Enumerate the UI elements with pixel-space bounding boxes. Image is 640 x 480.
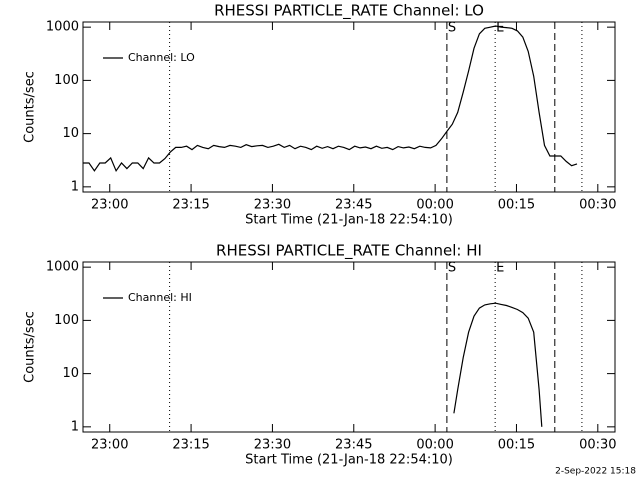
- x-axis-label: Start Time (21-Jan-18 22:54:10): [245, 453, 453, 468]
- y-tick-label: 1000: [46, 260, 79, 275]
- y-tick-label: 10: [62, 126, 79, 141]
- x-tick-label: 23:45: [335, 438, 372, 453]
- plot-frame: [82, 261, 616, 433]
- y-tick-label: 1: [71, 419, 79, 434]
- legend-label: Channel: LO: [128, 51, 195, 64]
- flag-label: S: [448, 261, 456, 276]
- x-tick-label: 23:15: [172, 198, 209, 213]
- x-tick-label: 23:45: [335, 198, 372, 213]
- x-tick-label: 00:15: [498, 438, 535, 453]
- y-tick-label: 1: [71, 179, 79, 194]
- chart-title: RHESSI PARTICLE_RATE Channel: HI: [216, 242, 482, 261]
- x-tick-label: 23:30: [254, 198, 291, 213]
- data-line: [83, 25, 578, 173]
- chart-title: RHESSI PARTICLE_RATE Channel: LO: [214, 2, 484, 21]
- x-tick-label: 00:00: [416, 198, 453, 213]
- y-axis-label: Counts/sec: [23, 71, 38, 143]
- footer: 2-Sep-2022 15:18: [555, 467, 636, 477]
- x-tick-label: 00:30: [579, 198, 616, 213]
- flag-label: S: [448, 21, 456, 36]
- flag-label: E: [496, 21, 504, 36]
- x-tick-label: 23:30: [254, 438, 291, 453]
- flag-label: E: [496, 261, 504, 276]
- y-tick-label: 10: [62, 366, 79, 381]
- y-tick-label: 100: [54, 313, 79, 328]
- x-tick-label: 23:00: [91, 438, 128, 453]
- x-tick-label: 23:15: [172, 438, 209, 453]
- data-line: [453, 302, 543, 427]
- plot-frame: [82, 21, 616, 193]
- y-tick-label: 1000: [46, 20, 79, 35]
- legend-label: Channel: HI: [128, 291, 192, 304]
- x-tick-label: 00:30: [579, 438, 616, 453]
- y-axis-label: Counts/sec: [23, 311, 38, 383]
- x-tick-label: 00:00: [416, 438, 453, 453]
- x-axis-label: Start Time (21-Jan-18 22:54:10): [245, 213, 453, 228]
- x-tick-label: 23:00: [91, 198, 128, 213]
- x-tick-label: 00:15: [498, 198, 535, 213]
- y-tick-label: 100: [54, 73, 79, 88]
